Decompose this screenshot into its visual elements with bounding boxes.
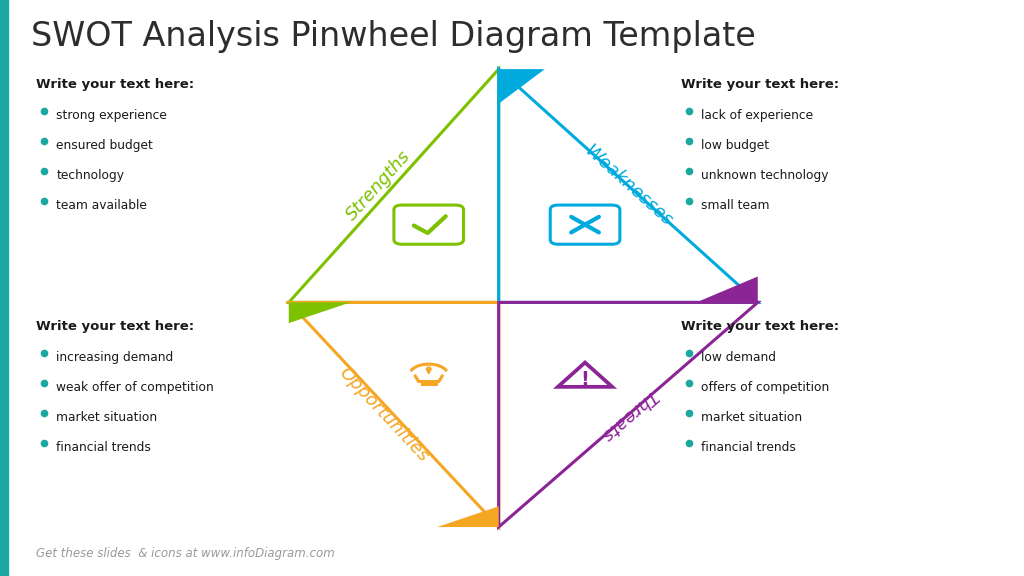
Text: Write your text here:: Write your text here: <box>36 320 194 333</box>
Text: strong experience: strong experience <box>56 109 167 122</box>
Text: Write your text here:: Write your text here: <box>681 320 839 333</box>
Text: Write your text here:: Write your text here: <box>681 78 839 91</box>
Text: offers of competition: offers of competition <box>701 381 829 394</box>
Text: small team: small team <box>701 199 770 212</box>
Text: financial trends: financial trends <box>701 441 797 454</box>
Polygon shape <box>426 366 429 374</box>
Text: Strengths: Strengths <box>342 147 415 224</box>
Polygon shape <box>289 302 350 323</box>
Text: Weaknesses: Weaknesses <box>581 142 676 230</box>
Text: Write your text here:: Write your text here: <box>36 78 194 91</box>
Text: market situation: market situation <box>56 411 158 424</box>
Text: weak offer of competition: weak offer of competition <box>56 381 214 394</box>
Text: Opportunities: Opportunities <box>335 364 432 465</box>
Polygon shape <box>499 69 545 104</box>
Text: team available: team available <box>56 199 147 212</box>
Text: low demand: low demand <box>701 351 776 364</box>
Text: !: ! <box>581 370 590 388</box>
Polygon shape <box>437 506 499 527</box>
Text: Get these slides  & icons at www.infoDiagram.com: Get these slides & icons at www.infoDiag… <box>36 547 335 560</box>
Text: financial trends: financial trends <box>56 441 152 454</box>
Text: technology: technology <box>56 169 124 182</box>
Text: ensured budget: ensured budget <box>56 139 154 152</box>
Text: unknown technology: unknown technology <box>701 169 829 182</box>
Polygon shape <box>696 276 758 302</box>
Polygon shape <box>429 366 431 374</box>
Text: SWOT Analysis Pinwheel Diagram Template: SWOT Analysis Pinwheel Diagram Template <box>31 20 756 53</box>
Text: Threats: Threats <box>597 385 659 444</box>
Text: lack of experience: lack of experience <box>701 109 813 122</box>
Text: low budget: low budget <box>701 139 770 152</box>
Text: increasing demand: increasing demand <box>56 351 174 364</box>
Text: market situation: market situation <box>701 411 803 424</box>
